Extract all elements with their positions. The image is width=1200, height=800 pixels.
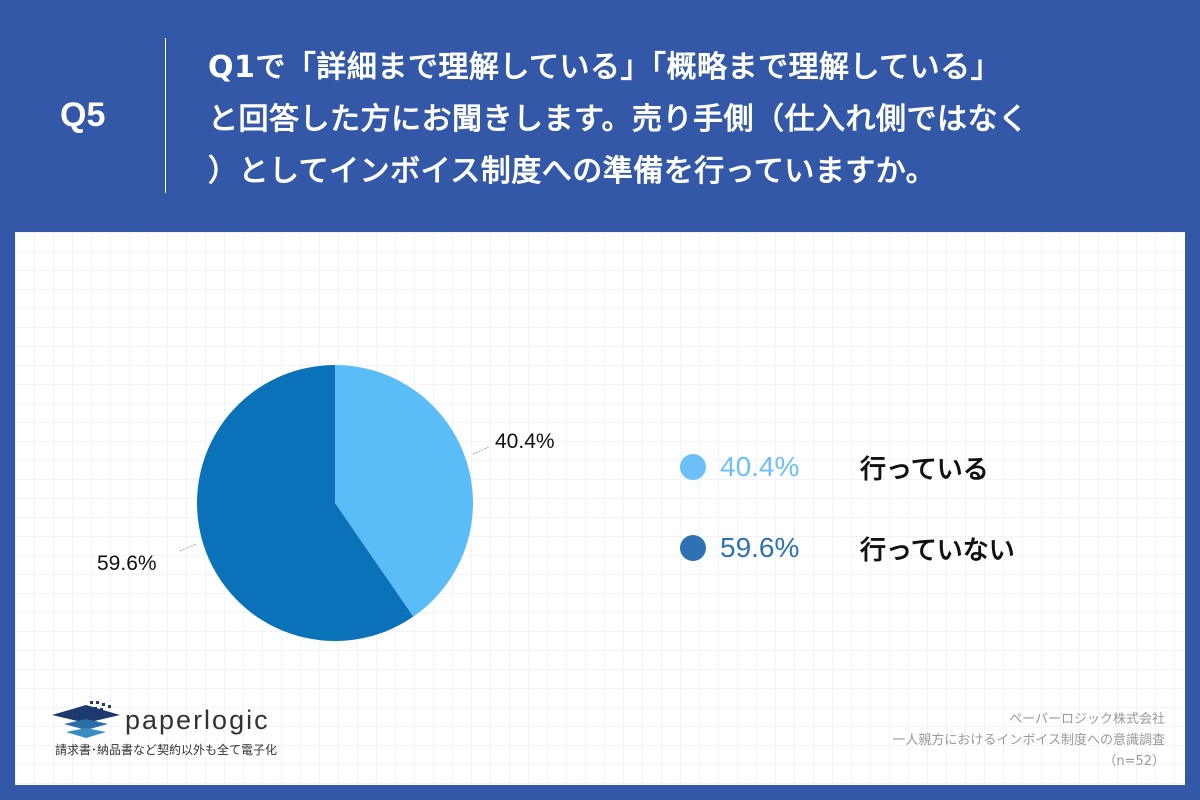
legend-item-doing: 40.4% 行っている: [680, 447, 1015, 487]
pie-slice-not-doing: [197, 365, 414, 641]
legend-percent: 59.6%: [720, 532, 800, 563]
paperlogic-logo: paperlogic 請求書･納品書など契約以外も全て電子化: [50, 697, 277, 757]
header-divider: [165, 38, 166, 193]
data-label-not-doing: 59.6%: [97, 552, 157, 575]
logo-tagline: 請求書･納品書など契約以外も全て電子化: [55, 743, 278, 757]
source-note: ペーパーロジック株式会社 一人親方におけるインボイス制度への意識調査 （n=52…: [892, 709, 1165, 772]
legend-dot-icon: [680, 535, 706, 561]
legend-dot-icon: [680, 454, 706, 480]
pie-chart: [179, 365, 490, 641]
source-survey: 一人親方におけるインボイス制度への意識調査: [892, 733, 1165, 748]
question-text: Q1で「詳細まで理解している」「概略まで理解している」 と回答した方にお聞きしま…: [208, 42, 1168, 198]
leader-line-a: [472, 446, 490, 455]
data-label-doing: 40.4%: [495, 430, 555, 453]
source-sample: （n=52）: [1103, 754, 1165, 769]
chart-card: 40.4% 59.6% 40.4% 行っている 59.6% 行っていない pap…: [15, 232, 1185, 785]
leader-line-b: [179, 543, 197, 552]
question-line-3: ）としてインボイス制度への準備を行っていますか。: [208, 154, 937, 189]
header: Q5 Q1で「詳細まで理解している」「概略まで理解している」 と回答した方にお聞…: [0, 0, 1200, 232]
stacked-layers-icon: [52, 701, 120, 738]
question-number: Q5: [60, 96, 106, 134]
source-company: ペーパーロジック株式会社: [1009, 712, 1165, 727]
logo-wordmark: paperlogic: [125, 705, 270, 735]
pie-slice-doing: [335, 365, 474, 617]
legend-label: 行っている: [860, 454, 989, 485]
legend: 40.4% 行っている 59.6% 行っていない: [680, 447, 1015, 609]
legend-item-not-doing: 59.6% 行っていない: [680, 528, 1015, 568]
legend-percent: 40.4%: [720, 451, 800, 482]
question-line-1: Q1で「詳細まで理解している」「概略まで理解している」: [208, 50, 1002, 85]
question-line-2: と回答した方にお聞きします。売り手側（仕入れ側ではなく: [208, 102, 1029, 137]
legend-label: 行っていない: [860, 535, 1015, 566]
